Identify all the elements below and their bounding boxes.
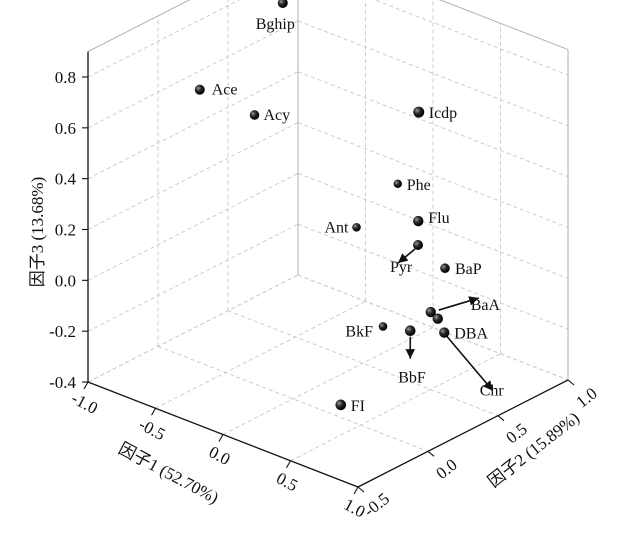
grid-line [87,20,299,129]
grid-line [87,223,299,332]
grid-line [297,274,569,381]
grid-line [87,122,299,230]
point-label-pyr: Pyr [390,259,413,276]
grid-line [87,274,299,383]
data-point-bbf [404,325,416,337]
grid-line [157,345,429,452]
y-tick [357,486,365,493]
x-tick-label: 0.5 [273,469,301,496]
label-arrow [443,332,494,392]
grid-line [87,0,241,78]
arrows-layer [397,248,494,392]
point-label-ace: Ace [212,82,238,99]
point-label-chr: Chr [480,383,505,400]
label-arrow [438,296,479,311]
z-tick-label: 0.6 [55,119,76,138]
z-tick-label: -0.4 [49,373,76,392]
grid-layer [87,0,569,488]
x-axis-title: 因子1 (52.70%) [115,439,221,508]
frame-edge [439,0,569,51]
axes: -0.4 -0.2 0.0 0.2 0.4 0.6 0.8 -1.0 -0.5 0.0 0.5 1.0… [49,51,601,522]
data-point-baa [425,306,436,318]
data-point-flu [413,215,424,227]
grid-line [222,327,434,435]
grid-line [290,353,501,462]
point-label-acy: Acy [264,107,291,124]
point-label-bkf: BkF [345,323,373,340]
labels-layer: Bghip Ace Acy Icdp Phe Ant Flu Pyr BaP BaA DBA BkF B… [212,16,505,415]
label-arrow [397,248,416,264]
data-point-fi [335,399,347,411]
grid-line [297,223,569,330]
y-tick [427,450,435,457]
point-label-bghip: Bghip [256,16,295,33]
data-point-dba [439,327,450,338]
point-label-bbf: BbF [398,370,426,387]
x-tick-label: 0.0 [206,442,234,469]
z-tick-label: 0.8 [55,68,76,87]
x-tick [286,460,291,469]
x-tick [83,381,89,390]
point-label-flu: Flu [428,210,449,227]
grid-line [373,0,569,76]
z-tick-label: -0.2 [49,322,76,341]
point-label-ant: Ant [325,219,350,236]
data-point-pyr [413,240,423,251]
grid-line [297,20,569,127]
z-tick-label: 0.0 [55,271,76,290]
z-axis-title: 因子3 (13.68%) [28,177,47,287]
points-layer [194,0,450,411]
data-point-ant [352,222,361,232]
point-label-baa: BaA [471,297,501,314]
data-point-icdp [413,106,425,118]
grid-line [297,122,569,228]
data-point-ace [194,84,205,95]
grid-line [155,300,366,409]
x-tick-label: -0.5 [136,415,169,444]
x-tick-label: -1.0 [68,388,101,417]
grid-line [227,310,499,417]
grid-line [87,71,299,180]
data-point-bghip [277,0,288,9]
point-label-dba: DBA [454,326,488,343]
data-point-acy [249,110,260,120]
y-axis-line [357,379,569,488]
frame-edge [87,0,191,53]
point-label-icdp: Icdp [429,105,457,122]
grid-line [297,71,569,178]
y-tick-label: 1.0 [572,384,600,412]
grid-line [87,172,299,281]
x-tick [151,407,156,416]
z-tick-label: 0.4 [55,170,77,189]
y-tick [567,379,575,386]
x-tick [218,434,224,442]
point-label-phe: Phe [407,177,431,194]
point-label-bap: BaP [455,261,482,278]
grid-line [297,172,569,279]
y-tick-label: 0.0 [432,455,460,483]
y-axis-title: 因子2 (15.89%) [484,408,583,491]
z-tick-label: 0.2 [55,221,76,240]
y-tick-label: -0.5 [360,489,393,521]
point-label-fi: FI [351,398,365,415]
x-tick [353,486,359,495]
y-tick [497,415,505,422]
data-point-bap [440,263,450,274]
data-point-phe [393,179,402,188]
data-point-bkf [378,322,388,331]
data-point-chr [432,313,443,324]
box-frame [87,0,569,380]
